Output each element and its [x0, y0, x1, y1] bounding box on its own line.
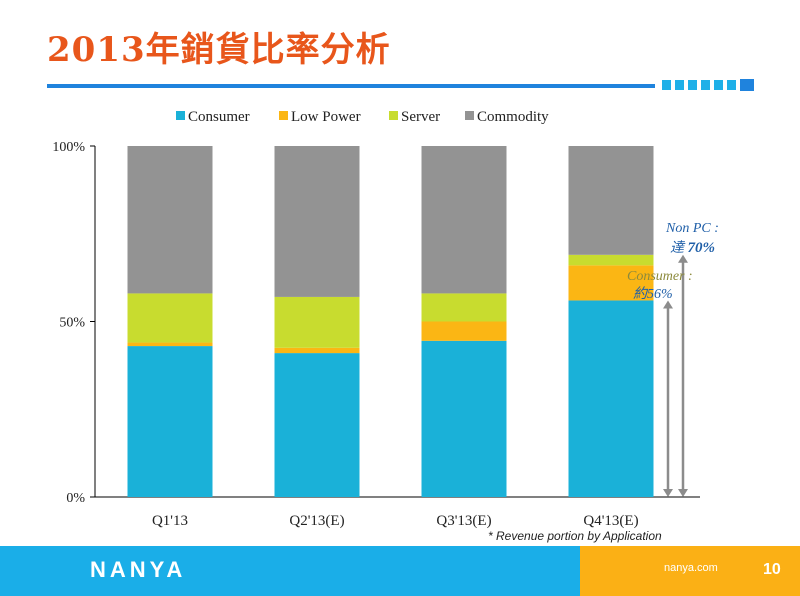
title-decoration [662, 79, 754, 91]
footer-website: nanya.com [664, 562, 718, 574]
bar-segment [274, 146, 360, 297]
bar-segment [568, 265, 654, 301]
bar-segment [421, 293, 507, 322]
legend-entry: Server [401, 109, 440, 125]
nonpc-label: Non PC : [665, 221, 719, 236]
y-tick-label: 100% [52, 140, 85, 155]
y-tick-label: 50% [59, 316, 85, 331]
legend-entry: Commodity [477, 109, 549, 125]
legend-entry: Consumer [188, 109, 250, 125]
page-title: 2013年銷貨比率分析 [47, 30, 391, 70]
footer-bar [0, 546, 580, 596]
legend-swatch [176, 111, 185, 120]
legend-swatch [279, 111, 288, 120]
x-tick-label: Q2'13(E) [289, 513, 344, 529]
page-number: 10 [763, 561, 781, 578]
bar-segment [274, 347, 360, 354]
bar-segment [568, 300, 654, 497]
legend-swatch [389, 111, 398, 120]
legend-swatch [465, 111, 474, 120]
title-underline [47, 84, 655, 88]
nonpc-value-label: 達 70% [670, 240, 715, 256]
bar-segment [421, 340, 507, 497]
legend-entry: Low Power [291, 109, 361, 125]
nonpc-arrow-head-top [678, 254, 688, 263]
bar-segment [127, 146, 213, 294]
bar-segment [127, 342, 213, 347]
chart-footnote: * Revenue portion by Application [488, 529, 662, 543]
x-tick-label: Q3'13(E) [436, 513, 491, 529]
footer-accent [580, 546, 800, 596]
nonpc-arrow-head-bottom [678, 489, 688, 497]
bar-segment [274, 353, 360, 497]
bar-segment [274, 296, 360, 348]
x-tick-label: Q4'13(E) [583, 513, 638, 529]
consumer-arrow-head-top [663, 300, 673, 309]
consumer-arrow-head-bottom [663, 489, 673, 497]
bar-segment [568, 146, 654, 255]
bar-segment [127, 293, 213, 343]
bar-segment [421, 321, 507, 341]
bar-segment [127, 346, 213, 497]
y-tick-label: 0% [66, 491, 85, 506]
consumer-value-label: 約56% [633, 286, 673, 302]
bar-segment [568, 254, 654, 266]
bar-segment [421, 146, 507, 294]
nanya-logo: NANYA [90, 557, 187, 582]
x-tick-label: Q1'13 [152, 513, 188, 529]
consumer-label: Consumer : [627, 269, 693, 284]
